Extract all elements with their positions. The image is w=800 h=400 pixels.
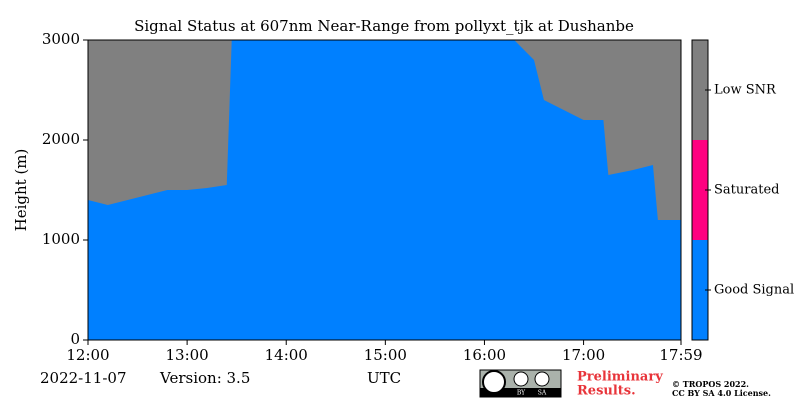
badge-sa: SA — [538, 390, 547, 397]
signal-area — [88, 40, 681, 340]
cc-icon — [482, 370, 506, 394]
x-tick-label: 17:59 — [659, 346, 702, 364]
notice: Results. — [577, 384, 636, 399]
plot-frame — [87, 39, 682, 341]
badge-strip — [480, 388, 561, 397]
y-axis-label: Height (m) — [12, 149, 30, 232]
colorbar-segment — [692, 140, 708, 240]
y-tick-label: 1000 — [42, 230, 80, 248]
sa-icon — [534, 371, 550, 387]
y-tick-label: 0 — [70, 330, 80, 348]
license: © TROPOS 2022. — [672, 379, 749, 389]
colorbar-segment — [692, 40, 708, 140]
colorbar-frame — [691, 39, 709, 341]
x-tick-label: 16:00 — [463, 346, 506, 364]
y-tick-label: 3000 — [42, 30, 80, 48]
by-icon — [513, 371, 529, 387]
cc-badge: BY SA — [479, 369, 562, 398]
notice: Preliminary — [577, 370, 663, 385]
badge-by: BY — [517, 390, 526, 397]
colorbar-label: Good Signal — [714, 283, 794, 298]
colorbar-label: Low SNR — [714, 83, 777, 98]
license: CC BY SA 4.0 License. — [672, 388, 771, 398]
x-tick-label: 17:00 — [562, 346, 605, 364]
colorbar-label: Saturated — [714, 183, 779, 198]
version: Version: 3.5 — [159, 369, 250, 387]
chart-title: Signal Status at 607nm Near-Range from p… — [134, 17, 634, 35]
x-tick-label: 15:00 — [364, 346, 407, 364]
y-tick-label: 2000 — [42, 130, 80, 148]
colorbar-segment — [692, 240, 708, 340]
x-tick-label: 12:00 — [66, 346, 109, 364]
x-tick-label: 14:00 — [265, 346, 308, 364]
date: 2022-11-07 — [40, 369, 126, 387]
x-axis-label: UTC — [367, 369, 401, 387]
x-tick-label: 13:00 — [165, 346, 208, 364]
